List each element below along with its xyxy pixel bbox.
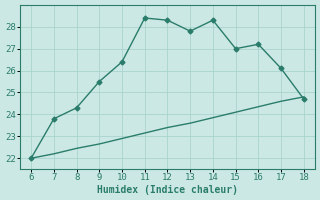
X-axis label: Humidex (Indice chaleur): Humidex (Indice chaleur) <box>97 185 238 195</box>
